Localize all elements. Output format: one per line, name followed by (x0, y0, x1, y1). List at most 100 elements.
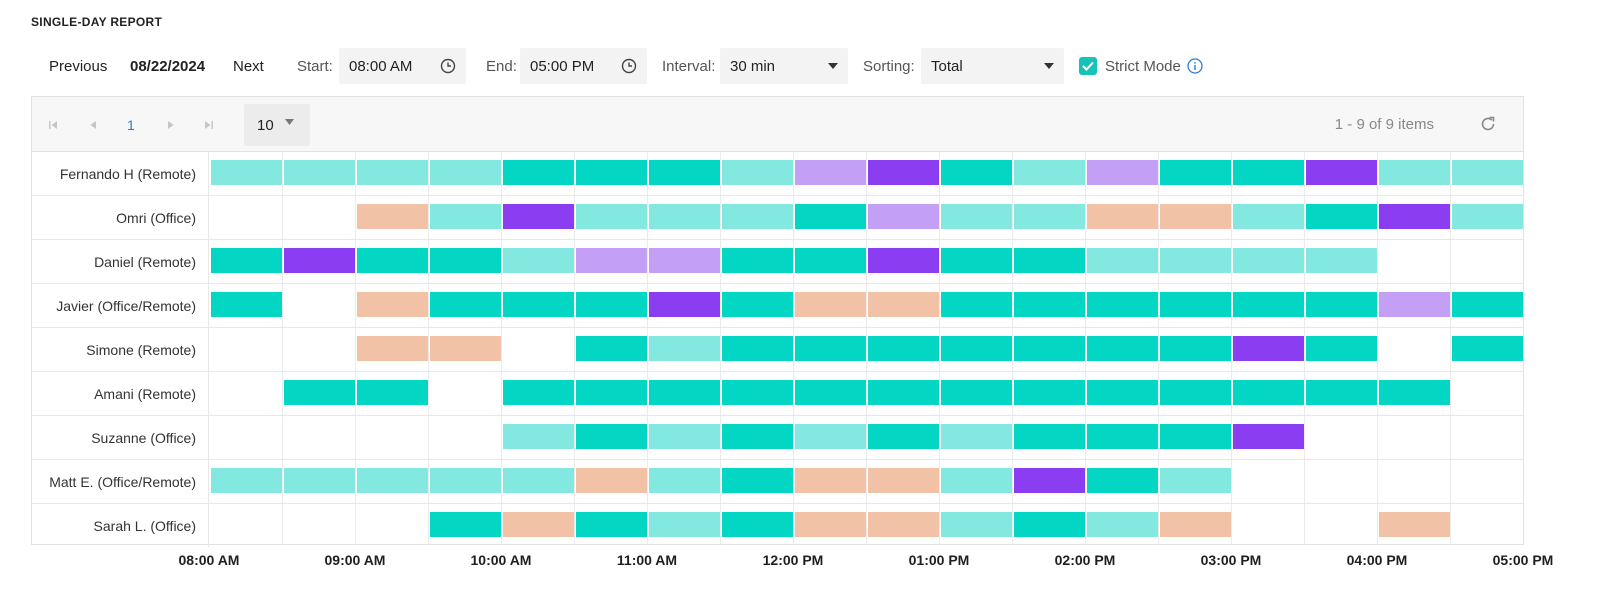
slot-light-teal[interactable] (941, 204, 1012, 229)
slot-teal[interactable] (1087, 292, 1158, 317)
slot-teal[interactable] (1014, 512, 1085, 537)
slot-peach[interactable] (1379, 512, 1450, 537)
slot-light-teal[interactable] (1452, 204, 1523, 229)
slot-light-teal[interactable] (430, 160, 501, 185)
slot-teal[interactable] (576, 160, 647, 185)
slot-peach[interactable] (576, 468, 647, 493)
slot-teal[interactable] (722, 380, 793, 405)
slot-teal[interactable] (503, 292, 574, 317)
slot-light-teal[interactable] (941, 512, 1012, 537)
slot-teal[interactable] (795, 248, 866, 273)
slot-teal[interactable] (941, 292, 1012, 317)
slot-peach[interactable] (357, 336, 428, 361)
slot-teal[interactable] (722, 248, 793, 273)
slot-peach[interactable] (357, 204, 428, 229)
slot-light-purple[interactable] (1379, 292, 1450, 317)
slot-teal[interactable] (576, 424, 647, 449)
slot-light-teal[interactable] (1379, 160, 1450, 185)
slot-light-teal[interactable] (576, 204, 647, 229)
slot-light-purple[interactable] (1087, 160, 1158, 185)
slot-light-teal[interactable] (649, 204, 720, 229)
slot-teal[interactable] (941, 380, 1012, 405)
slot-teal[interactable] (430, 248, 501, 273)
slot-peach[interactable] (868, 512, 939, 537)
slot-peach[interactable] (1160, 204, 1231, 229)
slot-teal[interactable] (1379, 380, 1450, 405)
slot-teal[interactable] (941, 160, 1012, 185)
slot-teal[interactable] (1160, 336, 1231, 361)
slot-light-purple[interactable] (795, 160, 866, 185)
slot-light-teal[interactable] (795, 424, 866, 449)
slot-teal[interactable] (1233, 292, 1304, 317)
slot-light-purple[interactable] (576, 248, 647, 273)
slot-teal[interactable] (722, 292, 793, 317)
slot-teal[interactable] (795, 380, 866, 405)
slot-teal[interactable] (1306, 336, 1377, 361)
slot-teal[interactable] (1306, 380, 1377, 405)
slot-purple[interactable] (1379, 204, 1450, 229)
slot-light-teal[interactable] (1087, 248, 1158, 273)
slot-teal[interactable] (1233, 160, 1304, 185)
slot-light-teal[interactable] (722, 204, 793, 229)
strict-mode-toggle[interactable]: Strict Mode (1079, 48, 1203, 84)
slot-teal[interactable] (357, 248, 428, 273)
slot-light-teal[interactable] (1306, 248, 1377, 273)
slot-teal[interactable] (1452, 292, 1523, 317)
slot-teal[interactable] (503, 160, 574, 185)
refresh-icon[interactable] (1479, 115, 1497, 138)
slot-light-teal[interactable] (649, 512, 720, 537)
slot-light-teal[interactable] (503, 468, 574, 493)
slot-light-teal[interactable] (1014, 160, 1085, 185)
slot-teal[interactable] (1014, 380, 1085, 405)
end-time-picker[interactable]: 05:00 PM (520, 48, 647, 84)
slot-peach[interactable] (868, 468, 939, 493)
slot-light-teal[interactable] (1087, 512, 1158, 537)
slot-teal[interactable] (1160, 424, 1231, 449)
slot-teal[interactable] (1306, 292, 1377, 317)
slot-purple[interactable] (868, 248, 939, 273)
slot-teal[interactable] (722, 512, 793, 537)
slot-teal[interactable] (941, 248, 1012, 273)
slot-purple[interactable] (284, 248, 355, 273)
slot-teal[interactable] (284, 380, 355, 405)
slot-light-teal[interactable] (1014, 204, 1085, 229)
slot-teal[interactable] (1087, 468, 1158, 493)
slot-peach[interactable] (868, 292, 939, 317)
slot-teal[interactable] (576, 380, 647, 405)
slot-teal[interactable] (1160, 160, 1231, 185)
slot-light-teal[interactable] (1160, 468, 1231, 493)
slot-light-teal[interactable] (284, 160, 355, 185)
slot-light-teal[interactable] (649, 336, 720, 361)
slot-teal[interactable] (868, 336, 939, 361)
slot-teal[interactable] (649, 160, 720, 185)
slot-teal[interactable] (1087, 380, 1158, 405)
info-icon[interactable] (1187, 58, 1203, 74)
slot-light-teal[interactable] (503, 248, 574, 273)
slot-teal[interactable] (722, 468, 793, 493)
slot-peach[interactable] (795, 512, 866, 537)
next-button[interactable]: Next (233, 57, 264, 75)
slot-teal[interactable] (1087, 336, 1158, 361)
slot-teal[interactable] (1452, 336, 1523, 361)
slot-peach[interactable] (430, 336, 501, 361)
clock-icon[interactable] (440, 58, 456, 74)
slot-teal[interactable] (649, 380, 720, 405)
slot-peach[interactable] (1160, 512, 1231, 537)
slot-light-teal[interactable] (503, 424, 574, 449)
last-page-icon[interactable] (204, 97, 214, 152)
slot-teal[interactable] (357, 380, 428, 405)
slot-purple[interactable] (503, 204, 574, 229)
slot-purple[interactable] (868, 160, 939, 185)
slot-light-teal[interactable] (357, 468, 428, 493)
slot-light-teal[interactable] (430, 204, 501, 229)
slot-light-teal[interactable] (722, 160, 793, 185)
slot-peach[interactable] (357, 292, 428, 317)
date-display[interactable]: 08/22/2024 (130, 57, 206, 75)
slot-teal[interactable] (941, 336, 1012, 361)
slot-light-teal[interactable] (211, 468, 282, 493)
slot-teal[interactable] (868, 380, 939, 405)
slot-teal[interactable] (576, 292, 647, 317)
slot-teal[interactable] (722, 336, 793, 361)
slot-light-teal[interactable] (649, 468, 720, 493)
slot-purple[interactable] (1306, 160, 1377, 185)
